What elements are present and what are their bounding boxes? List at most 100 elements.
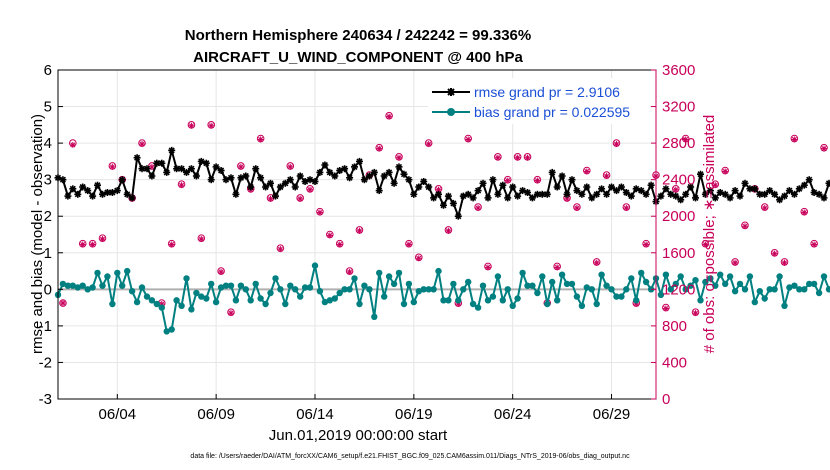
bias-point xyxy=(573,293,581,300)
bias-point xyxy=(124,267,131,275)
obs-assimilated-point xyxy=(465,136,472,143)
bias-point xyxy=(746,273,754,280)
rmse-point xyxy=(781,192,788,200)
bias-point xyxy=(59,280,67,288)
obs-assimilated-point xyxy=(326,232,333,239)
rmse-point xyxy=(504,194,512,202)
obs-assimilated-point xyxy=(643,241,650,248)
rmse-point xyxy=(113,187,121,195)
bias-point xyxy=(489,293,497,300)
rmse-point xyxy=(627,192,635,200)
bias-point xyxy=(806,280,813,288)
rmse-point xyxy=(385,168,393,176)
obs-assimilated-point xyxy=(69,141,76,148)
rmse-point xyxy=(528,194,536,202)
bias-point xyxy=(69,282,77,289)
bias-point xyxy=(494,273,502,280)
obs-assimilated-point xyxy=(99,236,106,243)
bias-point xyxy=(178,302,185,309)
rmse-point xyxy=(608,183,615,191)
x-tick-label: 06/04 xyxy=(99,406,137,423)
rmse-point xyxy=(168,146,176,154)
bias-point xyxy=(217,284,225,291)
bias-point xyxy=(257,295,264,302)
rmse-point xyxy=(647,181,655,189)
rmse-point xyxy=(701,190,709,198)
bias-point xyxy=(119,282,126,289)
rmse-point xyxy=(118,176,126,184)
obs-assimilated-point xyxy=(168,241,175,248)
rmse-point xyxy=(74,190,82,198)
rmse-point xyxy=(622,189,630,196)
obs-assimilated-point xyxy=(356,227,363,234)
bias-point xyxy=(509,302,516,309)
right-tick-label: 2000 xyxy=(662,208,695,225)
bias-point xyxy=(79,282,86,289)
bias-point xyxy=(623,286,630,293)
rmse-point xyxy=(553,183,561,191)
rmse-point xyxy=(682,190,690,198)
rmse-point xyxy=(64,192,72,200)
rmse-point xyxy=(494,190,502,198)
obs-assimilated-point xyxy=(178,182,185,189)
obs-assimilated-point xyxy=(257,136,264,143)
obs-assimilated-point xyxy=(227,310,234,317)
bias-point xyxy=(514,295,521,302)
obs-assimilated-point xyxy=(208,122,215,129)
left-tick-label: -3 xyxy=(39,391,52,408)
bias-point xyxy=(756,288,763,295)
obs-assimilated-point xyxy=(514,154,521,161)
bias-point xyxy=(415,288,422,295)
bias-point xyxy=(524,282,531,289)
rmse-point xyxy=(143,165,151,173)
rmse-point xyxy=(687,183,695,191)
obs-assimilated-point xyxy=(524,154,531,161)
rmse-point xyxy=(726,194,734,202)
rmse-point xyxy=(390,179,398,187)
rmse-point xyxy=(123,190,131,198)
bias-point xyxy=(682,286,689,293)
rmse-point xyxy=(183,168,190,176)
bias-point xyxy=(736,280,744,288)
bias-point xyxy=(425,286,432,293)
bias-point xyxy=(445,297,452,304)
bias-point xyxy=(193,289,200,297)
bias-point xyxy=(479,282,487,289)
obs-assimilated-point xyxy=(702,241,709,248)
bias-point xyxy=(534,289,541,297)
bias-point xyxy=(450,280,457,288)
bias-point xyxy=(588,286,595,293)
bias-point xyxy=(356,300,363,308)
bias-point xyxy=(796,286,803,293)
obs-assimilated-point xyxy=(188,122,195,129)
rmse-point xyxy=(637,187,645,195)
bias-point xyxy=(311,262,319,269)
obs-assimilated-point xyxy=(277,246,284,253)
rmse-point xyxy=(272,192,279,200)
rmse-point xyxy=(356,157,363,165)
bias-point xyxy=(642,278,650,286)
rmse-point xyxy=(108,189,116,196)
rmse-point xyxy=(158,159,166,167)
plot-area xyxy=(58,70,656,399)
rmse-point xyxy=(296,172,304,180)
bias-point xyxy=(776,273,783,280)
rmse-point xyxy=(351,163,358,171)
bias-point xyxy=(731,288,739,295)
obs-assimilated-point xyxy=(336,241,343,248)
obs-assimilated-point xyxy=(376,145,383,152)
rmse-point xyxy=(242,172,250,180)
bias-point xyxy=(613,293,620,300)
obs-assimilated-point xyxy=(554,264,561,271)
bias-point xyxy=(158,304,165,311)
obs-assimilated-point xyxy=(692,310,699,317)
rmse-point xyxy=(444,192,452,200)
obs-assimilated-point xyxy=(504,177,511,184)
rmse-point xyxy=(563,190,571,198)
left-axis-ticks: -3 -2 -1 0 1 2 3 4 5 6 xyxy=(39,62,63,408)
rmse-point xyxy=(207,176,215,184)
obs-assimilated-point xyxy=(613,141,620,148)
bias-point xyxy=(173,297,180,304)
bias-point xyxy=(143,293,151,300)
rmse-point xyxy=(395,163,403,171)
